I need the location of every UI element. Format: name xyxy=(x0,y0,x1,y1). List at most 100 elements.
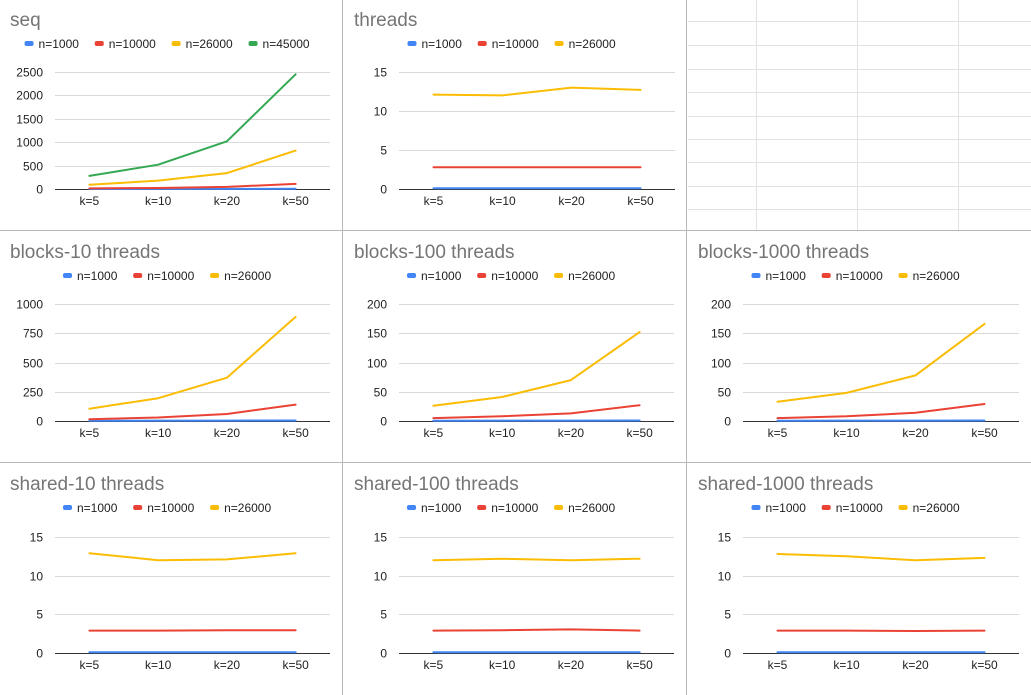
chart-title: shared-10 threads xyxy=(10,474,164,495)
legend-label-n-1000: n=1000 xyxy=(421,269,462,283)
y-tick-label: 10 xyxy=(718,570,732,584)
y-tick-label: 200 xyxy=(367,298,387,312)
y-tick-label: 2000 xyxy=(16,89,43,103)
y-tick-label: 5 xyxy=(380,144,387,158)
legend-swatch-n-1000 xyxy=(407,41,417,46)
y-tick-label: 0 xyxy=(380,647,387,661)
x-tick-label: k=50 xyxy=(971,426,998,440)
legend-label-n-26000: n=26000 xyxy=(913,501,960,515)
legend-label-n-1000: n=1000 xyxy=(422,37,463,51)
x-tick-label: k=20 xyxy=(558,194,585,208)
chart-title: threads xyxy=(354,10,417,31)
series-line-n-10000 xyxy=(432,628,641,632)
y-tick-label: 0 xyxy=(36,415,43,429)
x-tick-label: k=10 xyxy=(833,426,860,440)
legend-label-n-26000: n=26000 xyxy=(224,269,271,283)
y-tick-label: 200 xyxy=(711,298,731,312)
x-tick-label: k=5 xyxy=(768,426,788,440)
y-tick-label: 15 xyxy=(374,66,388,80)
legend-swatch-n-1000 xyxy=(751,505,761,510)
legend-swatch-n-1000 xyxy=(24,41,34,46)
legend-swatch-n-26000 xyxy=(554,273,564,278)
y-tick-label: 5 xyxy=(724,608,731,622)
legend-swatch-n-10000 xyxy=(821,505,831,510)
spreadsheet-cells[interactable] xyxy=(688,0,1031,231)
chart-svg: shared-1000 threads n=1000 n=10000 n=26000 0… xyxy=(698,474,1019,672)
legend-label-n-26000: n=26000 xyxy=(568,501,615,515)
x-tick-label: k=5 xyxy=(80,426,100,440)
x-tick-label: k=5 xyxy=(80,658,100,672)
chart-svg: shared-100 threads n=1000 n=10000 n=26000 0 5… xyxy=(354,474,674,672)
chart-panel-shared-1000: shared-1000 threads n=1000 n=10000 n=26000 0… xyxy=(688,464,1031,695)
legend-swatch-n-10000 xyxy=(477,273,487,278)
legend-swatch-n-26000 xyxy=(554,505,564,510)
y-tick-label: 10 xyxy=(30,570,44,584)
x-tick-label: k=5 xyxy=(424,658,444,672)
series-line-n-26000 xyxy=(432,86,642,97)
x-tick-label: k=20 xyxy=(214,426,241,440)
chart-title: shared-1000 threads xyxy=(698,474,873,495)
series-line-n-10000 xyxy=(432,404,641,420)
legend-label-n-10000: n=10000 xyxy=(491,269,538,283)
legend-swatch-n-1000 xyxy=(63,273,72,278)
y-tick-label: 250 xyxy=(23,386,43,400)
series-line-n-26000 xyxy=(776,553,986,562)
legend-swatch-n-26000 xyxy=(898,273,908,278)
x-tick-label: k=10 xyxy=(489,426,516,440)
chart-svg: threads n=1000 n=10000 n=26000 0 5 10 15 k=5 k=10… xyxy=(354,10,675,208)
x-tick-label: k=10 xyxy=(489,194,516,208)
legend-label-n-26000: n=26000 xyxy=(224,501,271,515)
x-tick-label: k=20 xyxy=(902,426,929,440)
legend-swatch-n-10000 xyxy=(133,273,143,278)
series-line-n-26000 xyxy=(432,331,641,407)
y-tick-label: 0 xyxy=(724,647,731,661)
chart-legend: n=1000 n=10000 n=26000 xyxy=(751,269,960,283)
y-tick-label: 2500 xyxy=(16,66,43,80)
series-line-n-26000 xyxy=(88,315,297,410)
chart-panel-blocks-1000: blocks-1000 threads n=1000 n=10000 n=26000 0… xyxy=(688,232,1031,462)
legend-label-n-45000: n=45000 xyxy=(263,37,310,51)
chart-title: blocks-1000 threads xyxy=(698,242,869,263)
chart-title: blocks-10 threads xyxy=(10,242,160,263)
chart-title: blocks-100 threads xyxy=(354,242,515,263)
y-tick-label: 500 xyxy=(23,357,43,371)
y-tick-label: 5 xyxy=(380,608,387,622)
chart-panel-threads: threads n=1000 n=10000 n=26000 0 5 10 15 k=5 k=10… xyxy=(344,0,687,230)
y-tick-label: 0 xyxy=(380,415,387,429)
chart-panel-shared-10: shared-10 threads n=1000 n=10000 n=26000 0 5 1… xyxy=(0,464,342,695)
series-line-n-10000 xyxy=(776,403,986,420)
legend-label-n-10000: n=10000 xyxy=(147,269,194,283)
legend-label-n-10000: n=10000 xyxy=(491,501,538,515)
x-tick-label: k=10 xyxy=(489,658,516,672)
chart-legend: n=1000 n=10000 n=26000 xyxy=(751,501,960,515)
chart-title: shared-100 threads xyxy=(354,474,519,495)
x-tick-label: k=50 xyxy=(627,194,654,208)
y-tick-label: 750 xyxy=(23,327,43,341)
x-tick-label: k=20 xyxy=(214,194,241,208)
y-tick-label: 500 xyxy=(23,160,43,174)
y-tick-label: 150 xyxy=(367,327,387,341)
legend-swatch-n-26000 xyxy=(554,41,564,46)
y-tick-label: 5 xyxy=(36,608,43,622)
y-tick-label: 0 xyxy=(380,183,387,197)
chart-panel-blocks-10: blocks-10 threads n=1000 n=10000 n=26000 0 25… xyxy=(0,232,342,462)
chart-legend: n=1000 n=10000 n=26000 xyxy=(407,37,616,51)
y-tick-label: 100 xyxy=(367,357,387,371)
y-tick-label: 100 xyxy=(711,357,731,371)
y-tick-label: 1000 xyxy=(16,136,43,150)
x-tick-label: k=10 xyxy=(145,426,172,440)
legend-swatch-n-26000 xyxy=(210,273,220,278)
x-tick-label: k=5 xyxy=(424,426,444,440)
legend-label-n-26000: n=26000 xyxy=(569,37,616,51)
chart-svg: seq n=1000 n=10000 n=26000 n=45000 0 500 1000 15… xyxy=(10,10,330,208)
legend-label-n-1000: n=1000 xyxy=(766,269,807,283)
x-tick-label: k=50 xyxy=(626,658,653,672)
x-tick-label: k=20 xyxy=(558,426,585,440)
legend-label-n-10000: n=10000 xyxy=(109,37,156,51)
legend-swatch-n-26000 xyxy=(171,41,181,46)
x-tick-label: k=20 xyxy=(214,658,241,672)
chart-legend: n=1000 n=10000 n=26000 xyxy=(63,269,271,283)
x-tick-label: k=20 xyxy=(902,658,929,672)
legend-label-n-10000: n=10000 xyxy=(492,37,539,51)
chart-panel-shared-100: shared-100 threads n=1000 n=10000 n=26000 0 5… xyxy=(344,464,686,695)
